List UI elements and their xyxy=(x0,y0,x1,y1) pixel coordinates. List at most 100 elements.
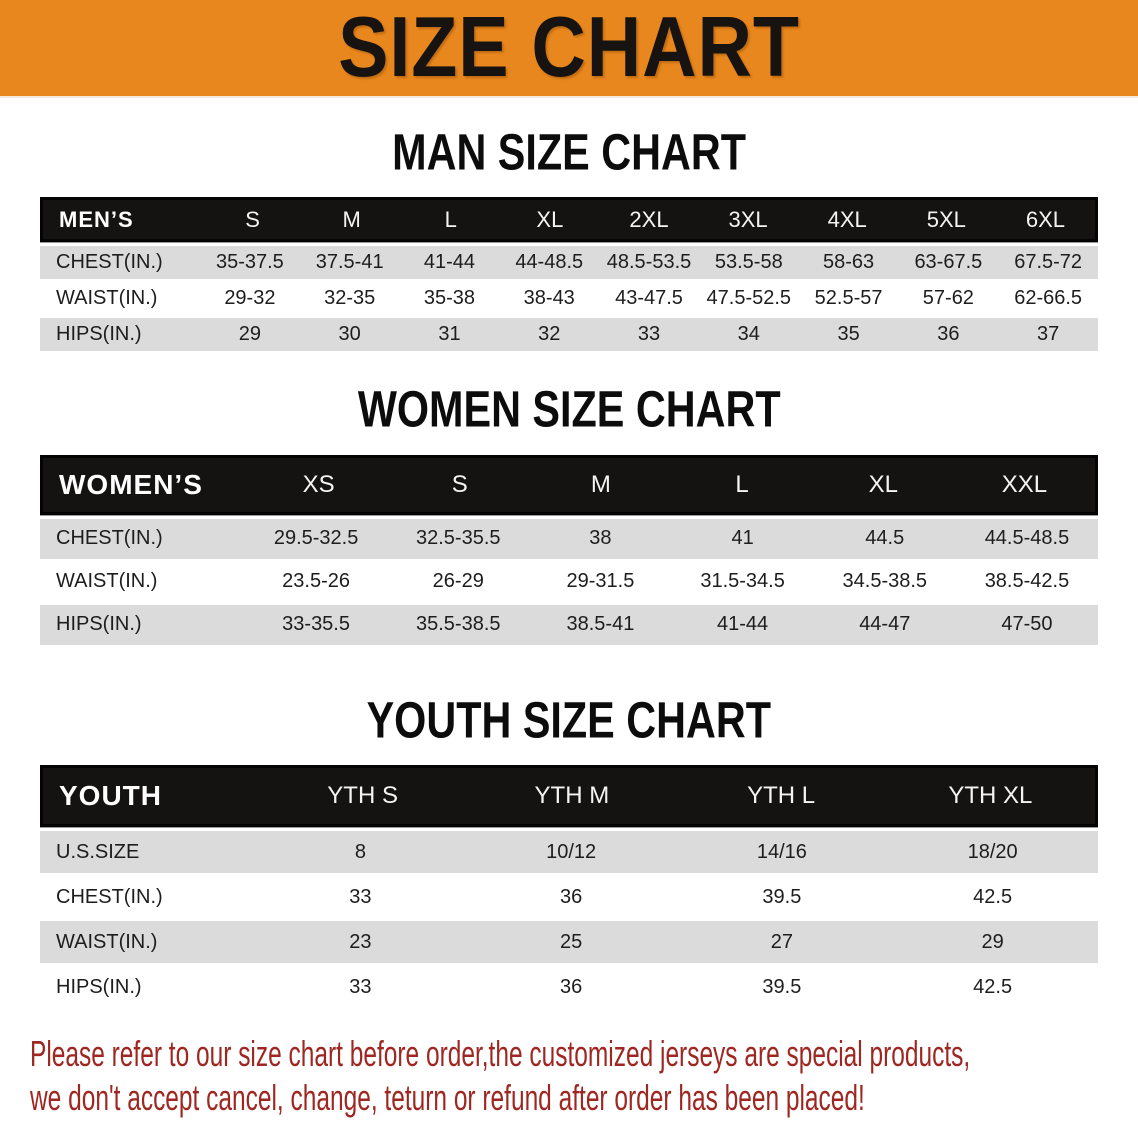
youth-column-header: YTH XL xyxy=(948,782,1033,810)
data-cell: 14/16 xyxy=(756,840,807,863)
data-cell: 35-37.5 xyxy=(215,251,284,274)
men-table-row: CHEST(IN.) 35-37.5 37.5-41 41-44 44-48.5 48.5… xyxy=(40,246,1098,280)
data-cell: 39.5 xyxy=(762,975,802,998)
women-table-row: WAIST(IN.) 23.5-26 26-29 29-31.5 31.5-34.5 34… xyxy=(40,561,1098,602)
men-column-header: 2XL xyxy=(629,206,669,232)
youth-column-header: YTH S xyxy=(327,782,398,810)
women-section-heading: WOMEN SIZE CHART xyxy=(0,380,1138,438)
row-label: WAIST(IN.) xyxy=(56,930,158,953)
data-cell: 41-44 xyxy=(423,251,476,274)
youth-table-row: CHEST(IN.) 33 36 39.5 42.5 xyxy=(40,876,1098,919)
data-cell: 41-44 xyxy=(717,613,769,636)
row-label: WAIST(IN.) xyxy=(56,570,158,593)
row-label: CHEST(IN.) xyxy=(56,251,163,274)
row-label: U.S.SIZE xyxy=(56,840,140,863)
men-table-title: MEN’S xyxy=(59,206,134,232)
data-cell: 30 xyxy=(338,323,361,346)
data-cell: 58-63 xyxy=(823,251,875,274)
data-cell: 38.5-42.5 xyxy=(984,570,1070,593)
women-column-header: M xyxy=(590,470,611,498)
data-cell: 35.5-38.5 xyxy=(416,613,501,636)
data-cell: 36 xyxy=(560,975,583,998)
size-chart-banner: SIZE CHART xyxy=(0,0,1138,98)
data-cell: 38-43 xyxy=(523,287,575,310)
row-label: WAIST(IN.) xyxy=(56,287,158,310)
data-cell: 38.5-41 xyxy=(566,613,635,636)
men-column-header: 3XL xyxy=(728,206,768,232)
youth-section-heading: YOUTH SIZE CHART xyxy=(0,690,1138,748)
men-section-heading: MAN SIZE CHART xyxy=(0,125,1138,179)
women-table-title: WOMEN’S xyxy=(59,468,203,500)
data-cell: 38 xyxy=(589,527,612,550)
row-label: HIPS(IN.) xyxy=(56,323,142,346)
data-cell: 29 xyxy=(981,930,1004,953)
data-cell: 33 xyxy=(637,323,661,346)
data-cell: 53.5-58 xyxy=(714,251,783,274)
women-column-header: L xyxy=(735,470,749,498)
data-cell: 36 xyxy=(937,323,960,346)
page-title: SIZE CHART xyxy=(338,0,800,95)
data-cell: 33 xyxy=(349,885,372,908)
youth-table-row: WAIST(IN.) 23 25 27 29 xyxy=(40,921,1098,964)
data-cell: 63-67.5 xyxy=(914,251,983,274)
data-cell: 43-47.5 xyxy=(615,287,683,310)
data-cell: 32.5-35.5 xyxy=(416,527,501,550)
mens-size-table: MEN’S S M L XL 2XL 3XL 4XL 5XL 6XL CHEST(IN.) 35-37… xyxy=(40,197,1098,352)
data-cell: 47.5-52.5 xyxy=(706,287,792,310)
data-cell: 35-38 xyxy=(423,287,476,310)
data-cell: 31 xyxy=(438,323,461,346)
youth-table-row: HIPS(IN.) 33 36 39.5 42.5 xyxy=(40,966,1098,1009)
youth-column-header: YTH M xyxy=(534,782,610,810)
data-cell: 39.5 xyxy=(762,885,802,908)
data-cell: 27 xyxy=(770,930,793,953)
data-cell: 10/12 xyxy=(546,840,597,863)
row-label: HIPS(IN.) xyxy=(56,975,142,998)
data-cell: 8 xyxy=(354,840,366,863)
women-column-header: S xyxy=(451,470,468,498)
data-cell: 57-62 xyxy=(922,287,974,310)
order-notice-line-2: we don't accept cancel, change, teturn o… xyxy=(30,1076,865,1118)
data-cell: 25 xyxy=(560,930,583,953)
row-label: CHEST(IN.) xyxy=(56,885,163,908)
women-column-header: XS xyxy=(302,470,335,498)
data-cell: 42.5 xyxy=(973,975,1013,998)
men-column-header: 6XL xyxy=(1025,206,1065,232)
data-cell: 44.5-48.5 xyxy=(984,527,1070,550)
data-cell: 37 xyxy=(1037,323,1060,346)
data-cell: 33 xyxy=(349,975,372,998)
data-cell: 44-48.5 xyxy=(515,251,584,274)
men-table-row: HIPS(IN.) 29 30 31 32 33 34 35 36 37 xyxy=(40,318,1098,352)
youth-size-table: YOUTH YTH S YTH M YTH L YTH XL U.S.SIZE 8 10/12… xyxy=(40,765,1098,1009)
data-cell: 18/20 xyxy=(967,840,1018,863)
data-cell: 44.5 xyxy=(865,527,905,550)
data-cell: 32-35 xyxy=(324,287,376,310)
youth-table-row: U.S.SIZE 8 10/12 14/16 18/20 xyxy=(40,831,1098,874)
men-column-header: XL xyxy=(536,206,564,232)
women-column-header: XXL xyxy=(1001,470,1048,498)
men-column-header: S xyxy=(245,206,260,232)
data-cell: 35 xyxy=(837,323,860,346)
women-column-header: XL xyxy=(868,470,898,498)
women-heading-text: WOMEN SIZE CHART xyxy=(357,380,781,438)
men-column-header: 4XL xyxy=(827,206,867,232)
data-cell: 36 xyxy=(560,885,583,908)
youth-heading-text: YOUTH SIZE CHART xyxy=(366,690,772,748)
women-table-row: CHEST(IN.) 29.5-32.5 32.5-35.5 38 41 44.5 44.5… xyxy=(40,518,1098,559)
womens-size-table: WOMEN’S XS S M L XL XXL CHEST(IN.) 29.5-32.5 32.5… xyxy=(40,454,1098,645)
data-cell: 31.5-34.5 xyxy=(700,570,785,593)
youth-table-header: YOUTH YTH S YTH M YTH L YTH XL xyxy=(40,765,1098,828)
row-label: HIPS(IN.) xyxy=(56,613,142,636)
row-label: CHEST(IN.) xyxy=(56,527,163,550)
data-cell: 62-66.5 xyxy=(1014,287,1083,310)
data-cell: 32 xyxy=(538,323,561,346)
order-notice: Please refer to our size chart before or… xyxy=(30,1032,1138,1120)
youth-table-title: YOUTH xyxy=(59,780,162,812)
men-column-header: L xyxy=(444,206,457,232)
data-cell: 42.5 xyxy=(973,885,1013,908)
men-column-header: M xyxy=(342,206,361,232)
men-table-header: MEN’S S M L XL 2XL 3XL 4XL 5XL 6XL xyxy=(40,197,1098,243)
data-cell: 52.5-57 xyxy=(814,287,883,310)
data-cell: 47-50 xyxy=(1001,613,1053,636)
data-cell: 23 xyxy=(349,930,372,953)
